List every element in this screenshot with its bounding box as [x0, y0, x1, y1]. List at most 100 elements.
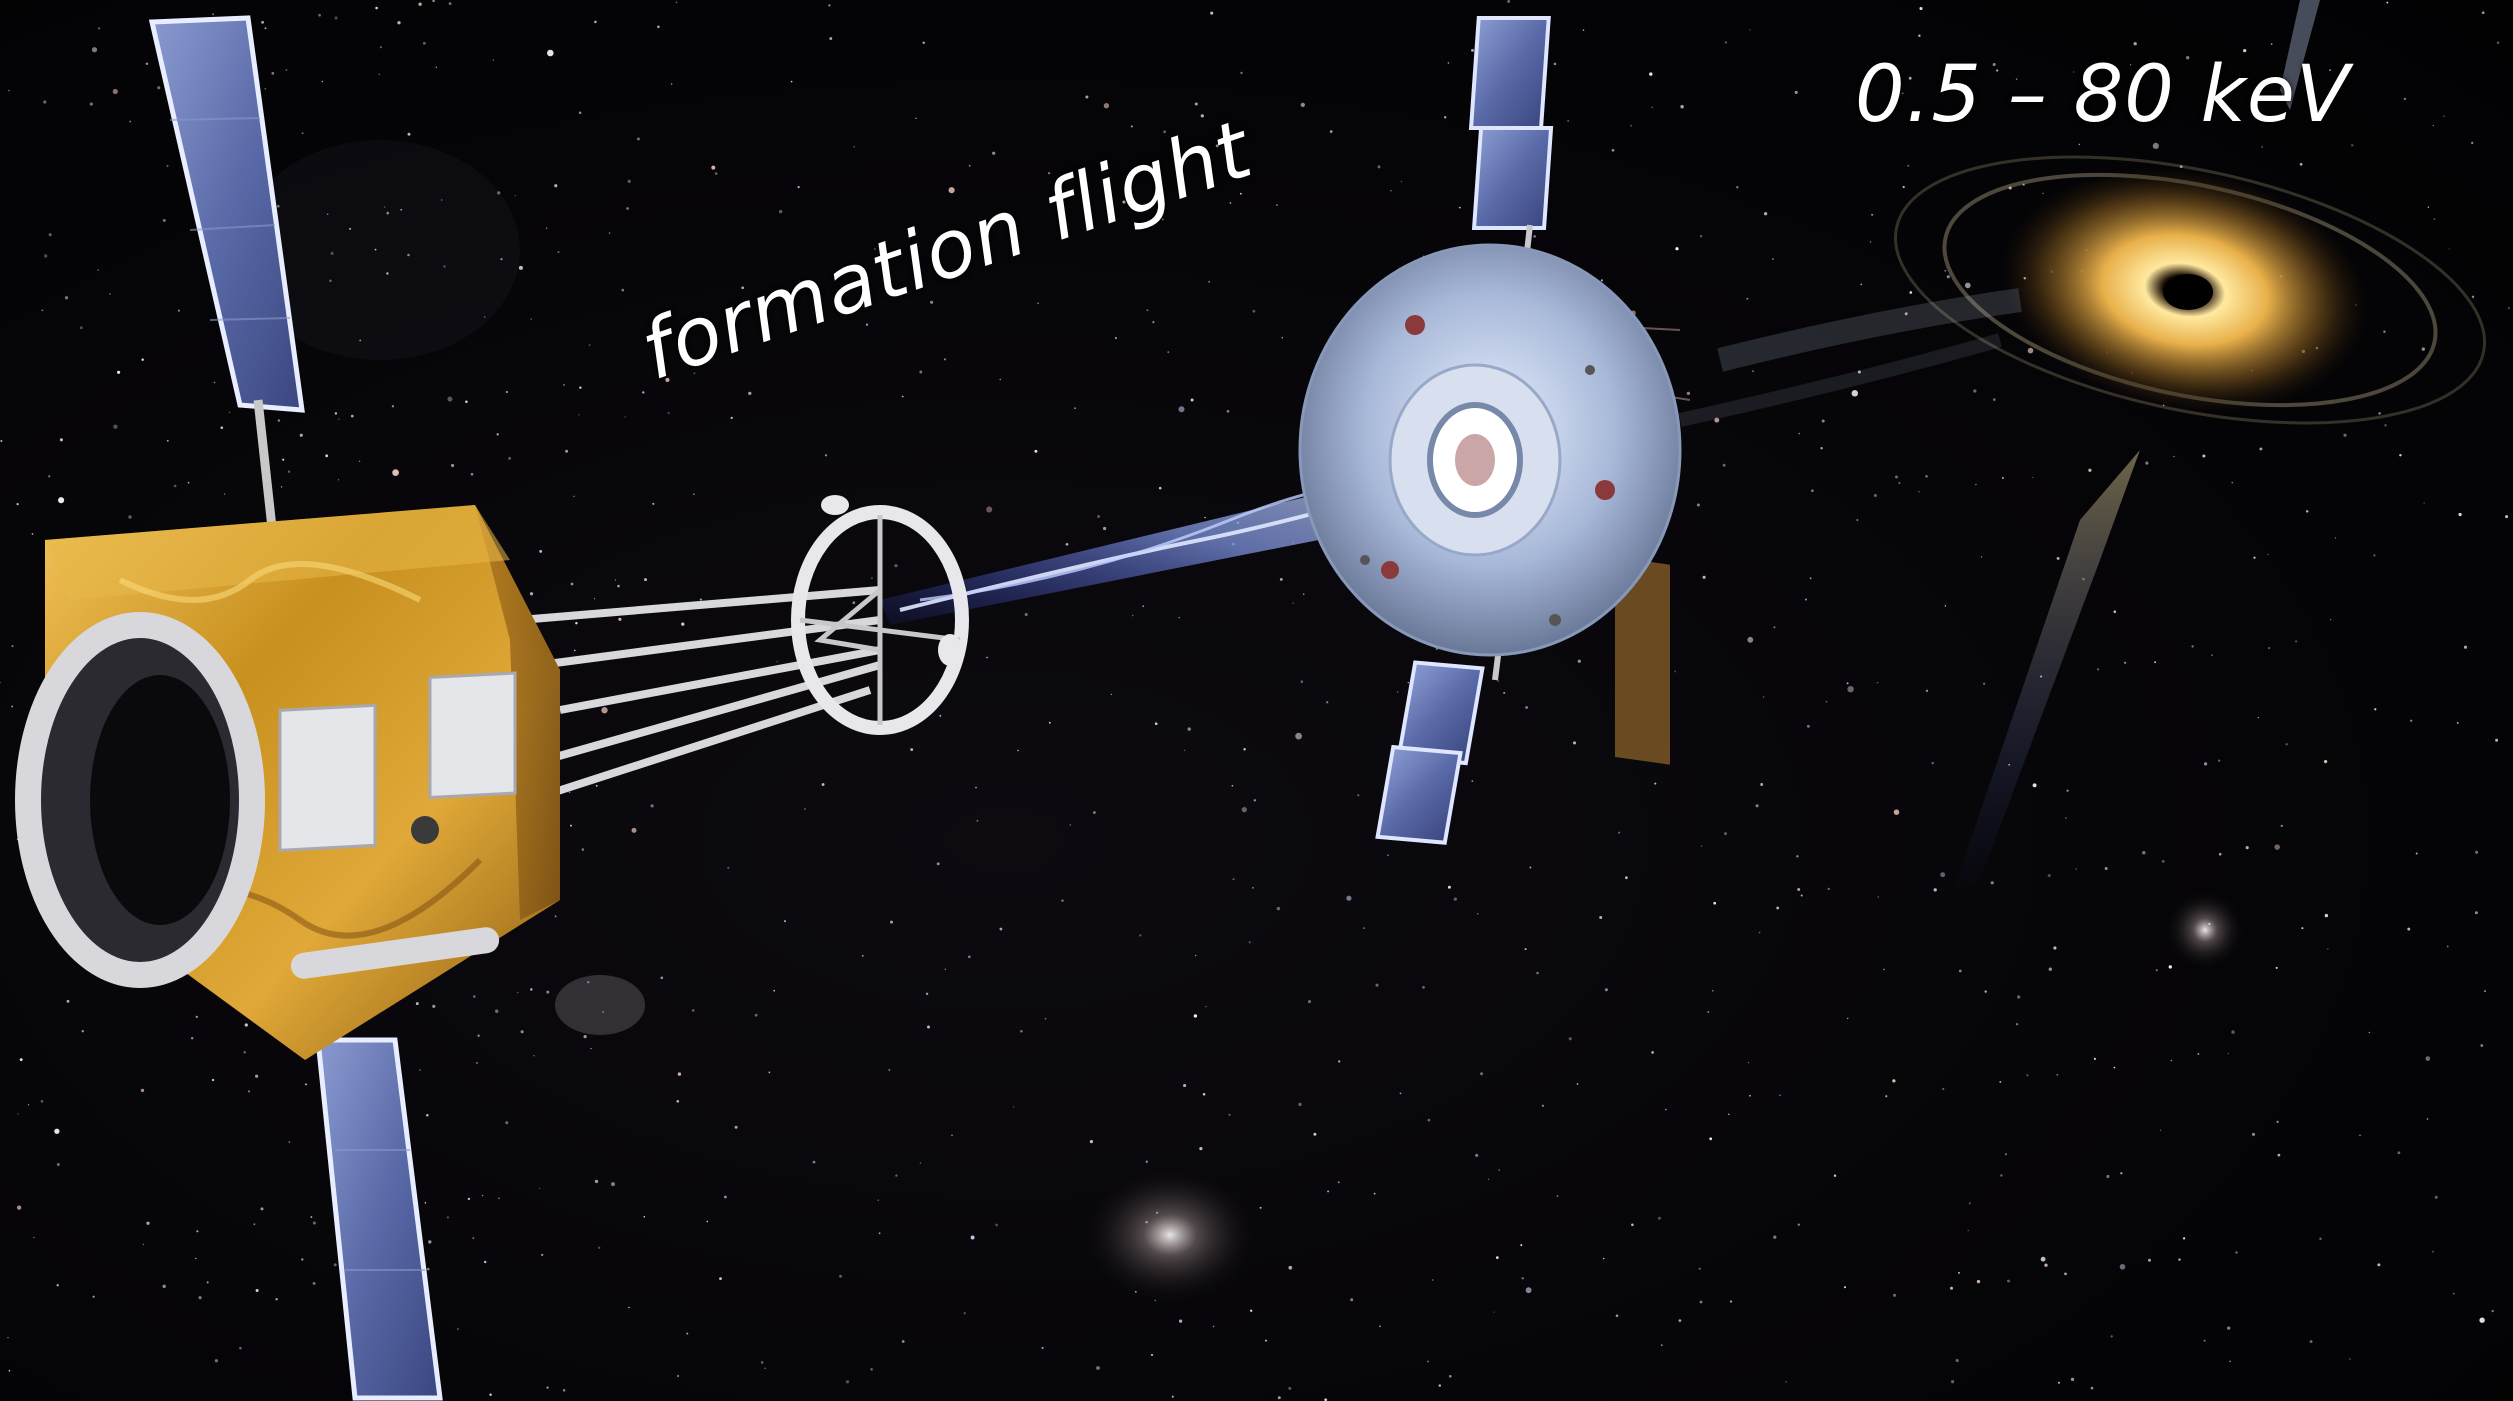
star: [1996, 69, 1999, 72]
star: [350, 414, 354, 418]
star: [1975, 483, 1977, 486]
star: [910, 748, 914, 752]
star: [1493, 1311, 1495, 1313]
star: [2231, 1030, 2235, 1034]
star: [2479, 1317, 2485, 1323]
star: [1390, 190, 1392, 192]
star: [1228, 1113, 1231, 1116]
star: [379, 46, 382, 49]
star: [1772, 258, 1774, 260]
star: [1967, 1229, 1969, 1232]
star: [2323, 759, 2328, 764]
star: [8, 1369, 11, 1372]
star: [1909, 291, 1913, 294]
star: [573, 495, 575, 498]
star: [92, 1295, 95, 1298]
star: [2229, 1360, 2231, 1363]
star: [113, 424, 118, 429]
star: [573, 649, 576, 652]
star: [129, 120, 132, 123]
star: [1946, 275, 1950, 279]
star: [1763, 212, 1768, 216]
star: [2270, 43, 2273, 45]
star: [255, 1288, 259, 1293]
star: [1103, 526, 1107, 531]
star: [724, 1195, 727, 1199]
star: [441, 199, 443, 201]
solar-panel-top: [1468, 16, 1551, 130]
star: [631, 827, 637, 833]
star: [211, 1078, 215, 1082]
star: [1624, 876, 1628, 880]
star: [1918, 34, 1921, 37]
star: [1747, 1061, 1750, 1064]
star: [214, 1359, 219, 1363]
star: [1541, 1104, 1545, 1108]
star: [481, 1194, 484, 1197]
star: [587, 980, 590, 984]
star: [999, 378, 1001, 381]
star: [447, 396, 453, 402]
star: [976, 819, 979, 822]
star: [173, 484, 177, 488]
star: [1999, 1080, 2002, 1083]
star: [1089, 1139, 1094, 1144]
radiator-plate-left: [278, 703, 377, 852]
star: [446, 1216, 450, 1219]
star: [1092, 811, 1096, 814]
star: [547, 49, 554, 57]
star: [1821, 419, 1825, 423]
star: [1568, 1037, 1572, 1041]
star: [2168, 965, 2172, 969]
star: [939, 714, 942, 717]
star: [43, 100, 47, 104]
star: [2005, 1153, 2007, 1156]
star: [670, 83, 673, 85]
star: [839, 1274, 842, 1278]
star: [2471, 295, 2475, 298]
star: [1847, 1017, 1849, 1020]
star: [1407, 681, 1409, 684]
star: [1194, 102, 1198, 106]
star: [1253, 799, 1256, 802]
star: [2056, 556, 2060, 560]
star: [2119, 1264, 2126, 1270]
star: [2480, 1044, 2484, 1047]
star: [1942, 1087, 1945, 1091]
star: [0, 681, 1, 684]
star: [1130, 125, 1133, 128]
star: [1047, 172, 1051, 175]
star: [276, 204, 280, 208]
star: [1379, 1325, 1381, 1328]
star: [483, 1260, 487, 1264]
star: [1525, 706, 1528, 709]
star: [1746, 297, 1749, 300]
star: [2075, 868, 2077, 870]
star: [1618, 831, 1621, 834]
star: [514, 194, 516, 197]
star: [359, 339, 362, 342]
star: [228, 411, 231, 414]
star: [1871, 213, 1874, 216]
star: [2078, 143, 2081, 146]
star: [117, 370, 121, 374]
star: [31, 533, 34, 535]
star: [1399, 1092, 1402, 1095]
star: [968, 164, 971, 167]
star: [677, 1072, 682, 1076]
star: [693, 372, 696, 375]
star: [598, 1246, 601, 1249]
star: [2032, 783, 2037, 788]
star: [2203, 1339, 2206, 1342]
star: [2110, 1335, 2113, 1338]
star: [2064, 1272, 2067, 1276]
star: [59, 438, 63, 442]
star: [2295, 640, 2298, 643]
star: [1520, 1244, 1523, 1247]
star: [1307, 1000, 1312, 1004]
star: [2211, 654, 2213, 656]
star: [1724, 832, 1727, 836]
star: [497, 191, 501, 195]
star: [1277, 1396, 1281, 1400]
star: [1427, 1118, 1431, 1122]
